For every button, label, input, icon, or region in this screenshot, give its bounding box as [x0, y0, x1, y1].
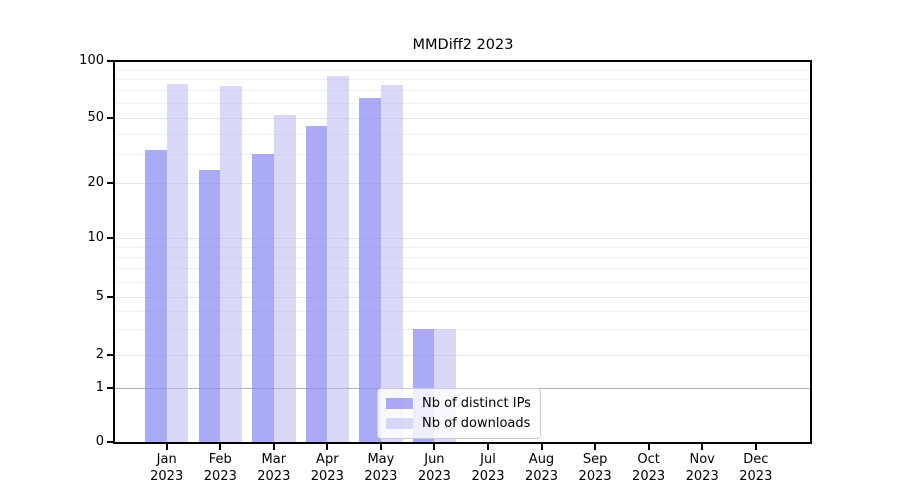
x-tick-mark [326, 444, 329, 450]
y-tick-mark [107, 182, 115, 184]
x-tick-mark [754, 444, 757, 450]
x-tick-label: Oct 2023 [632, 452, 666, 484]
bar [359, 97, 381, 442]
chart-title: MMDiff2 2023 [412, 37, 514, 53]
minor-gridline [115, 257, 811, 258]
minor-gridline [115, 69, 811, 71]
x-tick-mark [487, 444, 489, 450]
y-tick-label: 10 [87, 230, 104, 245]
y-tick-mark [107, 354, 115, 356]
y-tick-label: 2 [95, 347, 104, 362]
y-tick-label: 50 [87, 110, 104, 125]
legend-swatch [386, 418, 413, 429]
major-gridline [115, 183, 811, 184]
bar [144, 149, 167, 442]
x-tick-mark [379, 444, 382, 450]
minor-gridline [115, 154, 811, 156]
y-tick-label: 1 [95, 380, 104, 395]
major-gridline [115, 297, 811, 298]
legend-item: Nb of downloads [386, 416, 531, 431]
x-tick-mark [433, 444, 436, 450]
y-tick-mark [107, 237, 115, 239]
x-tick-label: Jan 2023 [150, 452, 184, 484]
y-tick-mark [107, 441, 115, 443]
major-gridline [115, 355, 811, 356]
x-tick-label: Jun 2023 [417, 452, 451, 484]
minor-gridline [115, 281, 811, 283]
minor-gridline [115, 103, 811, 104]
minor-gridline [115, 329, 811, 331]
x-tick-label: Sep 2023 [578, 452, 612, 484]
bar [305, 125, 328, 442]
x-tick-mark [594, 444, 597, 450]
bar [252, 154, 274, 442]
legend-swatch [386, 398, 413, 409]
bar [220, 85, 243, 442]
x-tick-mark [701, 444, 704, 450]
x-tick-mark [647, 444, 650, 450]
x-tick-mark [219, 444, 222, 450]
minor-gridline [115, 90, 811, 92]
legend: Nb of distinct IPs Nb of downloads [377, 388, 541, 439]
x-tick-label: Nov 2023 [685, 452, 719, 484]
y-tick-label: 5 [95, 289, 104, 304]
minor-gridline [115, 311, 811, 313]
x-tick-label: Jul 2023 [471, 452, 505, 484]
y-tick-mark [107, 60, 115, 62]
y-tick-mark [107, 387, 115, 389]
major-gridline [115, 238, 811, 239]
x-tick-label: Aug 2023 [524, 452, 559, 484]
bar [327, 76, 350, 442]
y-tick-mark [107, 296, 115, 298]
minor-gridline [115, 79, 811, 81]
y-tick-label: 100 [79, 53, 104, 68]
y-tick-mark [107, 117, 115, 119]
major-gridline [115, 118, 811, 119]
top-spine [113, 60, 812, 62]
x-tick-mark [540, 444, 543, 450]
x-tick-label: Apr 2023 [310, 452, 344, 484]
x-tick-label: Feb 2023 [203, 452, 237, 484]
right-spine [810, 60, 812, 444]
x-tick-label: May 2023 [364, 452, 398, 484]
bar [273, 114, 296, 442]
x-tick-label: Dec 2023 [739, 452, 773, 484]
bar [380, 84, 403, 442]
x-tick-label: Mar 2023 [257, 452, 291, 484]
bar [198, 170, 221, 442]
plot-area: Nb of distinct IPs Nb of downloads [115, 61, 811, 442]
x-tick-mark [272, 444, 275, 450]
minor-gridline [115, 133, 811, 135]
bar [166, 83, 189, 442]
x-tick-mark [165, 444, 168, 450]
legend-label: Nb of distinct IPs [422, 396, 531, 411]
bottom-spine [113, 442, 812, 444]
minor-gridline [115, 268, 811, 270]
y-tick-label: 0 [95, 434, 104, 449]
y-tick-label: 20 [87, 175, 104, 190]
legend-label: Nb of downloads [422, 416, 531, 431]
legend-item: Nb of distinct IPs [386, 396, 531, 411]
left-spine [113, 60, 115, 444]
minor-gridline [115, 247, 811, 248]
